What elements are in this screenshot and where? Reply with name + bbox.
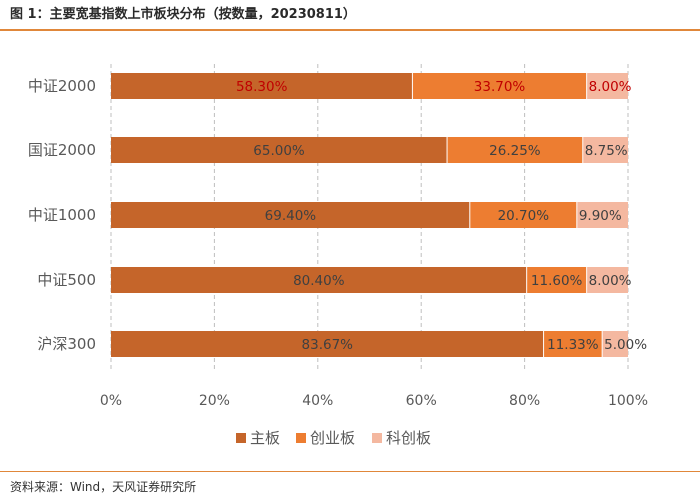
x-tick-label: 0% [100,393,122,409]
bar-segment [602,331,628,357]
bar-segment [576,202,628,228]
bar-segment [111,331,544,357]
data-label: 26.25% [489,143,541,159]
legend-swatch [372,433,382,443]
data-label: 11.33% [547,337,599,353]
legend-label: 科创板 [386,429,431,447]
x-tick-label: 80% [509,393,540,409]
data-label: 83.67% [302,337,354,353]
data-label: 11.60% [531,273,583,289]
bar-segment [582,137,628,163]
bar-segment [111,73,413,99]
data-label: 69.40% [265,208,317,224]
title-rule [0,29,700,31]
data-label: 58.30% [236,79,288,95]
bar-segment [543,331,603,357]
source-note: 资料来源：Wind，天风证券研究所 [10,480,197,494]
stacked-bar-chart: 0% 20% 40% 60% 80% 100% 中证2000 58.30% 33.70% 8.00… [28,64,648,447]
category-label: 沪深300 [37,335,96,353]
x-tick-label: 40% [302,393,333,409]
data-label: 33.70% [474,79,526,95]
bar-segment [469,202,577,228]
bar-segment [111,202,470,228]
data-label: 65.00% [253,143,305,159]
bar-segment [586,267,628,293]
figure-title: 图 1：主要宽基指数上市板块分布（按数量，20230811） [10,7,356,22]
category-label: 国证2000 [28,141,96,159]
bar-segment [111,137,448,163]
x-tick-label: 100% [608,393,648,409]
category-label: 中证500 [37,271,96,289]
legend-swatch [236,433,246,443]
source-rule [0,471,700,472]
data-label: 5.00% [604,337,647,353]
category-label: 中证2000 [28,77,96,95]
legend-label: 主板 [250,429,280,447]
bar-segment [447,137,583,163]
bar-segment [526,267,587,293]
data-label: 20.70% [498,208,550,224]
legend-label: 创业板 [310,429,355,447]
data-label: 80.40% [293,273,345,289]
data-label: 9.90% [579,208,622,224]
bar-segment [412,73,587,99]
data-label: 8.00% [589,273,632,289]
bar-segment [586,73,628,99]
x-tick-label: 20% [199,393,230,409]
data-label: 8.00% [589,79,632,95]
bar-segment [111,267,527,293]
x-tick-label: 60% [406,393,437,409]
legend-swatch [296,433,306,443]
data-label: 8.75% [585,143,628,159]
category-label: 中证1000 [28,206,96,224]
